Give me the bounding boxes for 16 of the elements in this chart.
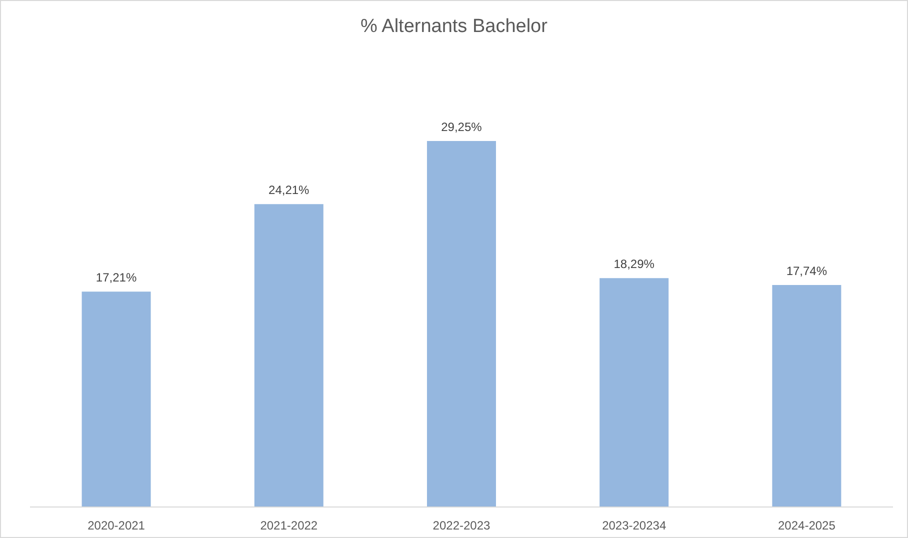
bar	[600, 278, 669, 507]
data-label: 18,29%	[614, 257, 655, 272]
x-tick-label: 2021-2022	[260, 518, 318, 533]
chart-title: % Alternants Bachelor	[360, 16, 548, 38]
bar	[772, 285, 842, 507]
x-tick-label: 2020-2021	[88, 518, 146, 533]
x-tick-label: 2023-20234	[602, 518, 666, 533]
data-label: 24,21%	[268, 183, 310, 198]
x-tick-label: 2022-2023	[432, 518, 491, 533]
data-label: 29,25%	[441, 120, 482, 134]
bar	[82, 292, 151, 507]
data-label: 17,74%	[786, 264, 828, 278]
x-tick-label: 2024-2025	[778, 518, 836, 533]
bar	[254, 204, 324, 507]
data-label: 17,21%	[96, 270, 137, 285]
bar	[426, 141, 496, 507]
